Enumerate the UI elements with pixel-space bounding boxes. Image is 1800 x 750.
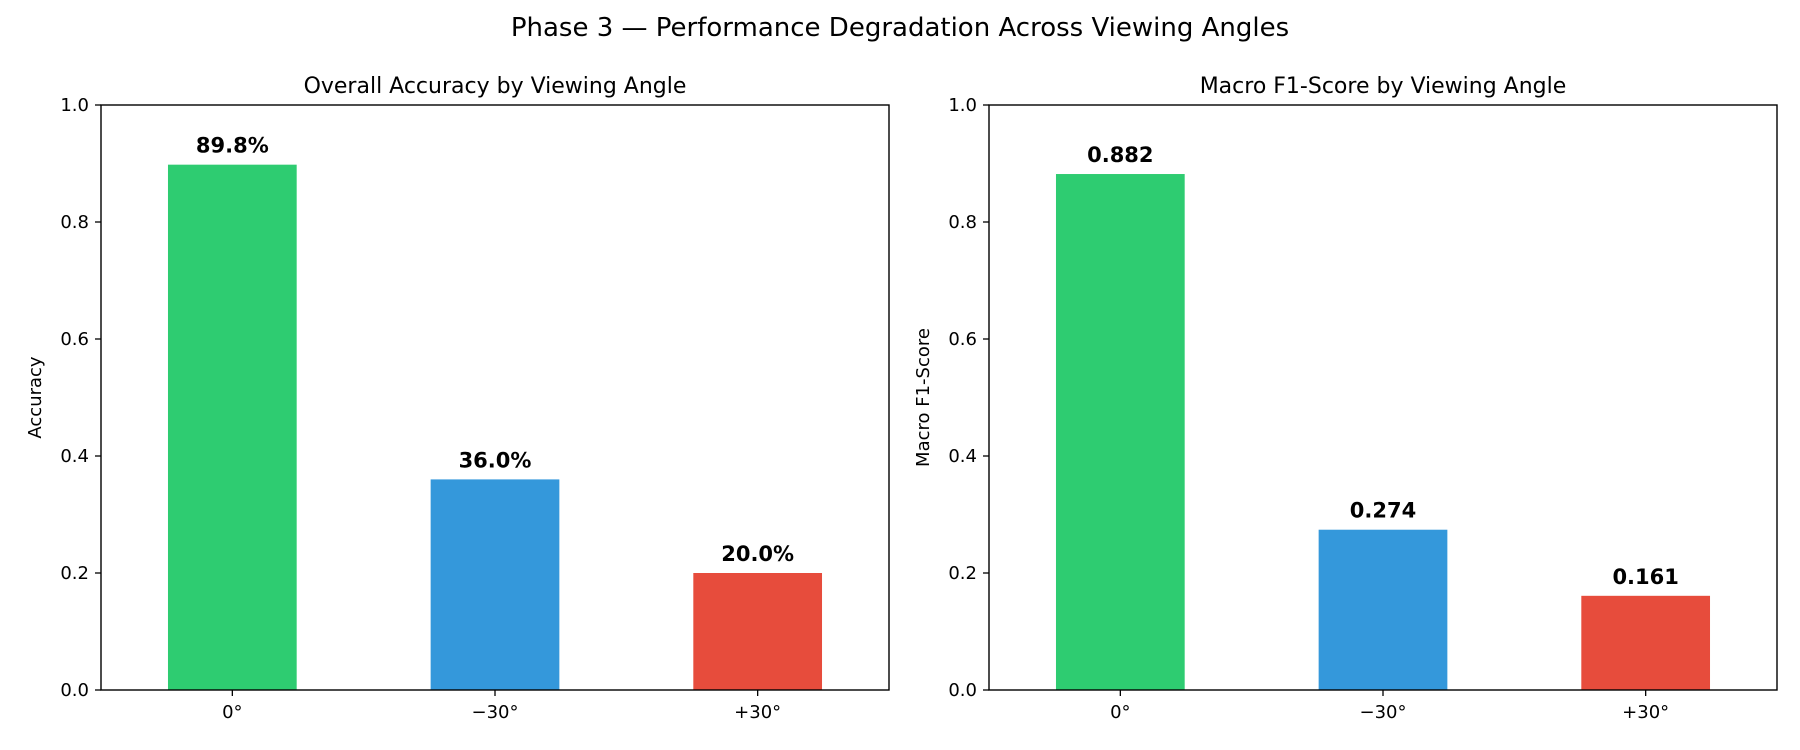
- f1-score-plot-frame: [988, 104, 1778, 691]
- accuracy-y-tick-label-2: 0.4: [60, 446, 89, 467]
- f1-score-x-tick-label-0: 0°: [1110, 702, 1130, 723]
- accuracy-y-tick-label-5: 1.0: [60, 95, 89, 116]
- accuracy-bar-label-0: 89.8%: [196, 134, 269, 158]
- accuracy-x-tick-label-2: +30°: [734, 702, 781, 723]
- f1-score-bar-1: [1318, 529, 1448, 690]
- accuracy-y-tick-label-0: 0.0: [60, 680, 89, 701]
- f1-score-chart-title: Macro F1-Score by Viewing Angle: [1200, 74, 1567, 99]
- f1-score-y-axis-label: Macro F1-Score: [913, 328, 934, 467]
- accuracy-x-tick-label-1: −30°: [472, 702, 519, 723]
- accuracy-x-tick-label-0: 0°: [222, 702, 242, 723]
- f1-score-x-tick-label-1: −30°: [1360, 702, 1407, 723]
- accuracy-y-tick-label-1: 0.2: [60, 563, 89, 584]
- f1-score-x-tick-label-2: +30°: [1622, 702, 1669, 723]
- f1-score-chart: Macro F1-Score by Viewing Angle Macro F1-…: [913, 74, 1778, 723]
- f1-score-y-tick-label-5: 1.0: [948, 95, 977, 116]
- f1-score-bar-0: [1055, 174, 1185, 690]
- accuracy-bar-label-1: 36.0%: [459, 448, 532, 472]
- accuracy-bar-2: [693, 573, 823, 690]
- accuracy-y-tick-label-3: 0.6: [60, 329, 89, 350]
- f1-score-y-tick-label-3: 0.6: [948, 329, 977, 350]
- f1-score-y-tick-label-2: 0.4: [948, 446, 977, 467]
- accuracy-y-axis-label: Accuracy: [25, 356, 46, 439]
- f1-score-y-tick-label-0: 0.0: [948, 680, 977, 701]
- accuracy-bar-1: [430, 479, 560, 690]
- f1-score-bar-label-2: 0.161: [1612, 565, 1678, 589]
- f1-score-y-tick-label-1: 0.2: [948, 563, 977, 584]
- accuracy-chart-title: Overall Accuracy by Viewing Angle: [304, 74, 687, 99]
- f1-score-bar-2: [1581, 595, 1711, 690]
- f1-score-bar-label-0: 0.882: [1087, 143, 1153, 167]
- f1-score-y-tick-label-4: 0.8: [948, 212, 977, 233]
- accuracy-chart: Overall Accuracy by Viewing Angle Accurac…: [25, 74, 890, 723]
- accuracy-y-tick-label-4: 0.8: [60, 212, 89, 233]
- accuracy-plot-frame: [100, 104, 890, 691]
- accuracy-bar-0: [167, 164, 297, 691]
- figure-title: Phase 3 — Performance Degradation Across…: [511, 13, 1289, 43]
- f1-score-bar-label-1: 0.274: [1350, 499, 1416, 523]
- accuracy-bar-label-2: 20.0%: [721, 542, 794, 566]
